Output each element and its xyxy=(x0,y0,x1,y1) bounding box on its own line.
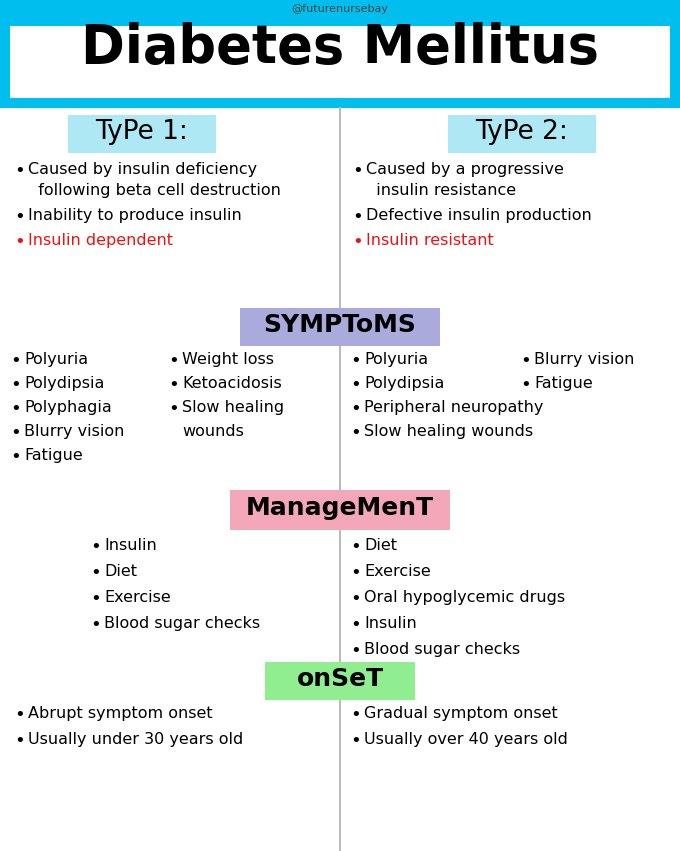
Text: •: • xyxy=(10,352,21,370)
Text: Peripheral neuropathy: Peripheral neuropathy xyxy=(364,400,543,415)
Text: •: • xyxy=(352,162,362,180)
Text: •: • xyxy=(168,376,179,394)
Text: TyPe 2:: TyPe 2: xyxy=(475,119,568,145)
Text: •: • xyxy=(350,706,361,724)
Text: •: • xyxy=(352,208,362,226)
Text: Gradual symptom onset: Gradual symptom onset xyxy=(364,706,558,721)
Text: •: • xyxy=(350,538,361,556)
Text: Oral hypoglycemic drugs: Oral hypoglycemic drugs xyxy=(364,590,565,605)
Text: Slow healing: Slow healing xyxy=(182,400,284,415)
Text: •: • xyxy=(10,448,21,466)
Text: Fatigue: Fatigue xyxy=(534,376,593,391)
Bar xyxy=(230,490,450,530)
Bar xyxy=(10,26,670,98)
Bar xyxy=(68,115,216,153)
Text: •: • xyxy=(168,400,179,418)
Text: •: • xyxy=(350,642,361,660)
Text: Exercise: Exercise xyxy=(104,590,171,605)
Text: Usually under 30 years old: Usually under 30 years old xyxy=(28,732,243,747)
Text: •: • xyxy=(520,352,531,370)
Text: Ketoacidosis: Ketoacidosis xyxy=(182,376,282,391)
Text: Polydipsia: Polydipsia xyxy=(24,376,104,391)
Text: •: • xyxy=(90,590,101,608)
Text: Usually over 40 years old: Usually over 40 years old xyxy=(364,732,568,747)
Text: •: • xyxy=(350,400,361,418)
Text: •: • xyxy=(14,732,24,750)
Text: insulin resistance: insulin resistance xyxy=(366,183,516,198)
Bar xyxy=(265,662,415,700)
Text: onSeT: onSeT xyxy=(296,667,384,691)
Text: Insulin resistant: Insulin resistant xyxy=(366,233,494,248)
Text: Diet: Diet xyxy=(364,538,397,553)
Text: @futurenursebay: @futurenursebay xyxy=(292,4,388,14)
Text: •: • xyxy=(10,376,21,394)
Bar xyxy=(448,115,596,153)
Text: Polyphagia: Polyphagia xyxy=(24,400,112,415)
Text: Inability to produce insulin: Inability to produce insulin xyxy=(28,208,242,223)
Text: Abrupt symptom onset: Abrupt symptom onset xyxy=(28,706,213,721)
Text: •: • xyxy=(14,162,24,180)
Text: •: • xyxy=(90,538,101,556)
Text: Defective insulin production: Defective insulin production xyxy=(366,208,592,223)
Text: Insulin dependent: Insulin dependent xyxy=(28,233,173,248)
Bar xyxy=(0,0,680,108)
Text: Diabetes Mellitus: Diabetes Mellitus xyxy=(81,22,599,74)
Text: ManageMenT: ManageMenT xyxy=(246,496,434,520)
Text: •: • xyxy=(350,564,361,582)
Text: •: • xyxy=(10,424,21,442)
Text: •: • xyxy=(350,732,361,750)
Text: •: • xyxy=(350,424,361,442)
Text: Polydipsia: Polydipsia xyxy=(364,376,444,391)
Text: Insulin: Insulin xyxy=(364,616,417,631)
Text: •: • xyxy=(90,616,101,634)
Text: •: • xyxy=(14,233,24,251)
Text: Blood sugar checks: Blood sugar checks xyxy=(104,616,260,631)
Text: •: • xyxy=(350,376,361,394)
Text: •: • xyxy=(14,208,24,226)
Text: wounds: wounds xyxy=(182,424,244,439)
Text: Blurry vision: Blurry vision xyxy=(534,352,634,367)
Bar xyxy=(240,308,440,346)
Text: •: • xyxy=(14,706,24,724)
Text: •: • xyxy=(350,352,361,370)
Text: •: • xyxy=(10,400,21,418)
Text: Weight loss: Weight loss xyxy=(182,352,274,367)
Text: •: • xyxy=(168,352,179,370)
Text: Caused by insulin deficiency: Caused by insulin deficiency xyxy=(28,162,257,177)
Text: Exercise: Exercise xyxy=(364,564,430,579)
Text: TyPe 1:: TyPe 1: xyxy=(96,119,188,145)
Text: •: • xyxy=(90,564,101,582)
Text: •: • xyxy=(352,233,362,251)
Text: Blurry vision: Blurry vision xyxy=(24,424,124,439)
Text: Polyuria: Polyuria xyxy=(364,352,428,367)
Text: Polyuria: Polyuria xyxy=(24,352,88,367)
Text: SYMPToMS: SYMPToMS xyxy=(264,313,416,337)
Text: •: • xyxy=(350,590,361,608)
Text: •: • xyxy=(520,376,531,394)
Text: Diet: Diet xyxy=(104,564,137,579)
Text: •: • xyxy=(350,616,361,634)
Text: Fatigue: Fatigue xyxy=(24,448,83,463)
Text: Slow healing wounds: Slow healing wounds xyxy=(364,424,533,439)
Text: Blood sugar checks: Blood sugar checks xyxy=(364,642,520,657)
Text: Insulin: Insulin xyxy=(104,538,157,553)
Text: Caused by a progressive: Caused by a progressive xyxy=(366,162,564,177)
Text: following beta cell destruction: following beta cell destruction xyxy=(28,183,281,198)
